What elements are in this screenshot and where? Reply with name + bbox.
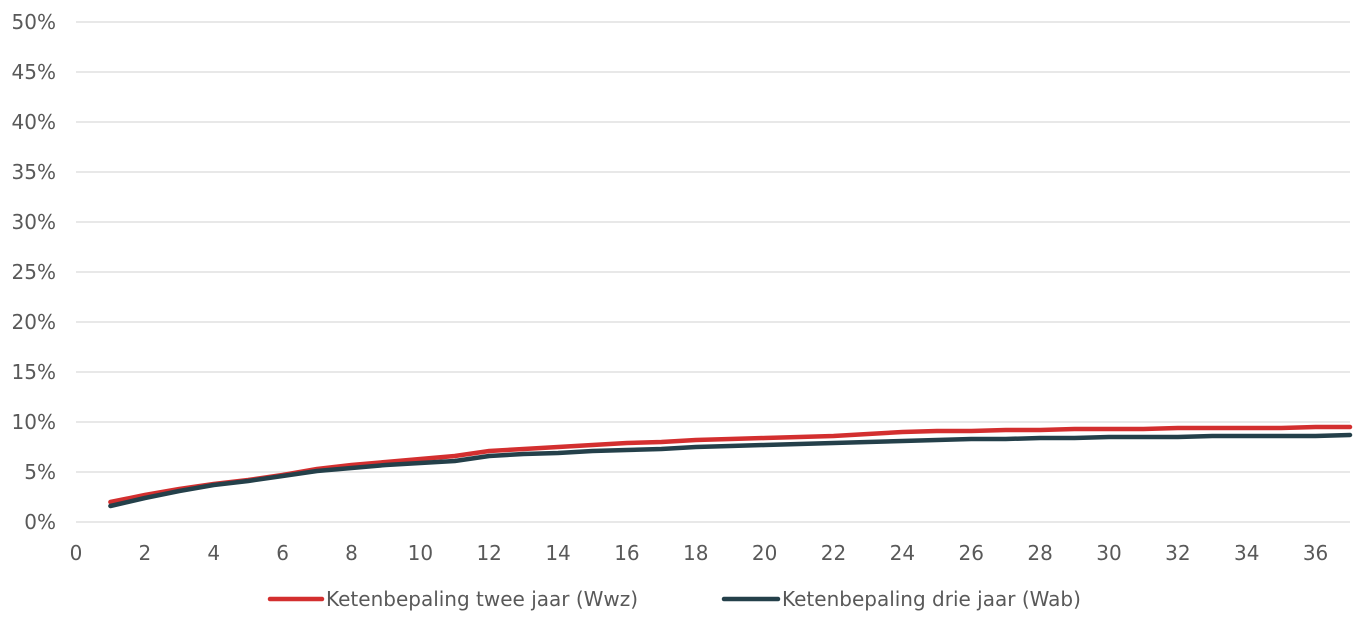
x-tick-label: 18 xyxy=(683,541,708,565)
x-tick-label: 34 xyxy=(1234,541,1259,565)
x-tick-label: 0 xyxy=(70,541,83,565)
x-tick-label: 24 xyxy=(890,541,915,565)
x-tick-label: 6 xyxy=(276,541,289,565)
y-tick-label: 45% xyxy=(12,60,56,84)
x-tick-label: 12 xyxy=(476,541,501,565)
x-tick-label: 14 xyxy=(545,541,570,565)
y-tick-label: 20% xyxy=(12,310,56,334)
legend-label: Ketenbepaling drie jaar (Wab) xyxy=(782,587,1081,611)
legend-label: Ketenbepaling twee jaar (Wwz) xyxy=(326,587,638,611)
x-tick-label: 28 xyxy=(1027,541,1052,565)
y-tick-label: 10% xyxy=(12,410,56,434)
series-lines xyxy=(108,424,1353,509)
y-tick-label: 40% xyxy=(12,110,56,134)
x-tick-label: 32 xyxy=(1165,541,1190,565)
y-tick-label: 35% xyxy=(12,160,56,184)
y-tick-label: 15% xyxy=(12,360,56,384)
y-tick-label: 30% xyxy=(12,210,56,234)
y-tick-label: 0% xyxy=(24,510,56,534)
x-tick-label: 16 xyxy=(614,541,639,565)
x-tick-label: 8 xyxy=(345,541,358,565)
y-tick-label: 5% xyxy=(24,460,56,484)
x-tick-label: 20 xyxy=(752,541,777,565)
x-tick-label: 4 xyxy=(207,541,220,565)
x-tick-label: 36 xyxy=(1303,541,1328,565)
legend: Ketenbepaling twee jaar (Wwz) Ketenbepali… xyxy=(267,587,1081,611)
x-tick-label: 2 xyxy=(138,541,151,565)
y-tick-label: 25% xyxy=(12,260,56,284)
x-axis: 0 2 4 6 8 10 12 14 16 18 20 22 24 26 28 30 32 34 36 xyxy=(70,541,1329,565)
x-tick-label: 26 xyxy=(959,541,984,565)
y-axis: 0% 5% 10% 15% 20% 25% 30% 35% 40% 45% 50% xyxy=(12,10,56,534)
x-tick-label: 22 xyxy=(821,541,846,565)
series-line-wab xyxy=(108,432,1353,509)
x-tick-label: 10 xyxy=(408,541,433,565)
y-tick-label: 50% xyxy=(12,10,56,34)
x-tick-label: 30 xyxy=(1096,541,1121,565)
